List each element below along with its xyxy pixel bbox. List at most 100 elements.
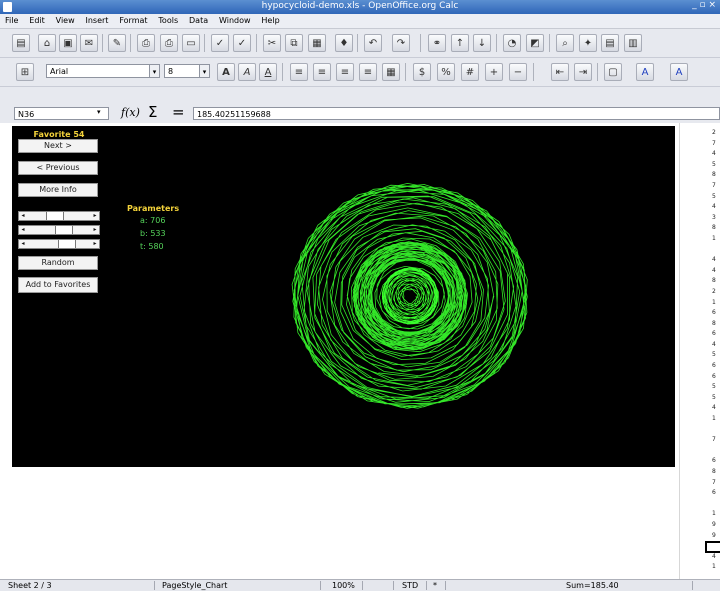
slider-b[interactable]: ◂ ▸	[18, 225, 100, 235]
navigator-icon[interactable]: ✦	[579, 34, 597, 52]
previous-button[interactable]: < Previous	[18, 161, 98, 175]
redo-icon[interactable]: ↷	[392, 34, 410, 52]
autospellcheck-icon[interactable]: ✓	[233, 34, 251, 52]
add-to-favorites-button[interactable]: Add to Favorites	[18, 277, 98, 293]
data-sources-icon[interactable]: ▥	[624, 34, 642, 52]
borders-icon[interactable]: ▢	[604, 63, 622, 81]
cell-value: 6	[712, 457, 716, 465]
merge-cells-icon[interactable]: ▦	[382, 63, 400, 81]
save-icon[interactable]: ▣	[59, 34, 77, 52]
zoom-level[interactable]: 100%	[332, 581, 355, 590]
sort-ascending-icon[interactable]: ↑	[451, 34, 469, 52]
copy-icon[interactable]: ⧉	[285, 34, 303, 52]
new-document-icon[interactable]: ▤	[12, 34, 30, 52]
draw-functions-icon[interactable]: ◩	[526, 34, 544, 52]
scroll-right-icon[interactable]: ▸	[93, 240, 97, 247]
email-icon[interactable]: ✉	[80, 34, 98, 52]
function-icon[interactable]: =	[172, 103, 185, 121]
print-icon[interactable]: ⎙	[160, 34, 178, 52]
name-box[interactable]: N36	[14, 107, 109, 120]
more-info-button[interactable]: More Info	[18, 183, 98, 197]
scroll-right-icon[interactable]: ▸	[93, 226, 97, 233]
cell-value: 6	[712, 362, 716, 370]
menu-tools[interactable]: Tools	[158, 16, 179, 25]
increase-indent-icon[interactable]: ⇥	[574, 63, 592, 81]
underline-icon[interactable]: A	[259, 63, 277, 81]
cell-value: 6	[712, 372, 716, 380]
slider-thumb[interactable]	[54, 226, 73, 234]
percent-icon[interactable]: %	[437, 63, 455, 81]
scroll-left-icon[interactable]: ◂	[21, 226, 25, 233]
background-color-icon[interactable]: A	[636, 63, 654, 81]
undo-icon[interactable]: ↶	[364, 34, 382, 52]
name-box-dropdown-icon[interactable]: ▾	[97, 108, 101, 116]
slider-a[interactable]: ◂ ▸	[18, 211, 100, 221]
cell-value: 7	[712, 139, 716, 147]
menu-edit[interactable]: Edit	[29, 16, 45, 25]
menu-insert[interactable]: Insert	[85, 16, 109, 25]
paste-icon[interactable]: ▦	[308, 34, 326, 52]
cut-icon[interactable]: ✂	[263, 34, 281, 52]
hyperlink-icon[interactable]: ⚭	[428, 34, 446, 52]
currency-icon[interactable]: $	[413, 63, 431, 81]
align-left-icon[interactable]: ≡	[290, 63, 308, 81]
menu-file[interactable]: File	[5, 16, 19, 25]
export-pdf-icon[interactable]: ⎙	[137, 34, 155, 52]
scroll-left-icon[interactable]: ◂	[21, 212, 25, 219]
print-preview-icon[interactable]: ▭	[182, 34, 200, 52]
edit-file-icon[interactable]: ✎	[108, 34, 126, 52]
formatting-toolbar: ⊞ Arial ▾ 8 ▾ A A A ≡ ≡ ≡ ≡ ▦ $ % # + − …	[0, 58, 720, 87]
cell-value: 9	[712, 531, 716, 539]
status-bar: Sheet 2 / 3 PageStyle_Chart 100% STD * S…	[0, 579, 720, 591]
scroll-left-icon[interactable]: ◂	[21, 240, 25, 247]
menu-window[interactable]: Window	[218, 16, 251, 25]
sum-display: Sum=185.40	[566, 581, 619, 590]
font-color-icon[interactable]: A	[670, 63, 688, 81]
cell-value	[712, 446, 720, 457]
chart-icon[interactable]: ◔	[503, 34, 521, 52]
cell-value: 4	[712, 256, 716, 264]
styles-formatting-icon[interactable]: ⊞	[16, 63, 34, 81]
font-name-field[interactable]: Arial	[46, 64, 150, 78]
cell-value: 4	[712, 266, 716, 274]
align-right-icon[interactable]: ≡	[336, 63, 354, 81]
cell-value: 4	[712, 150, 716, 158]
menu-view[interactable]: View	[55, 16, 75, 25]
bold-icon[interactable]: A	[217, 63, 235, 81]
font-size-field[interactable]: 8	[164, 64, 200, 78]
slider-thumb[interactable]	[58, 240, 77, 248]
next-button[interactable]: Next >	[18, 139, 98, 153]
slider-thumb[interactable]	[46, 212, 65, 220]
standard-toolbar: ▤ ⌂ ▣ ✉ ✎ ⎙ ⎙ ▭ ✓ ✓ ✂ ⧉ ▦ ♦ ↶ ↷ ⚭ ↑ ↓ ◔ …	[0, 29, 720, 58]
sort-descending-icon[interactable]: ↓	[473, 34, 491, 52]
active-cell-cursor[interactable]	[705, 541, 720, 553]
find-replace-icon[interactable]: ⌕	[556, 34, 574, 52]
font-name-dropdown-icon[interactable]: ▾	[149, 64, 160, 78]
random-button[interactable]: Random	[18, 256, 98, 270]
menu-help[interactable]: Help	[261, 16, 280, 25]
favorite-label: Favorite 54	[33, 130, 85, 139]
number-format-icon[interactable]: #	[461, 63, 479, 81]
cell-value: 6	[712, 309, 716, 317]
delete-decimal-icon[interactable]: −	[509, 63, 527, 81]
function-wizard-icon[interactable]: f(x)	[121, 106, 140, 119]
gallery-icon[interactable]: ▤	[601, 34, 619, 52]
menu-data[interactable]: Data	[189, 16, 209, 25]
spellcheck-icon[interactable]: ✓	[211, 34, 229, 52]
open-folder-icon[interactable]: ⌂	[38, 34, 56, 52]
add-decimal-icon[interactable]: +	[485, 63, 503, 81]
menu-format[interactable]: Format	[119, 16, 148, 25]
sum-icon[interactable]: Σ	[148, 103, 158, 121]
selection-mode[interactable]: STD	[402, 581, 419, 590]
cell-value: 9	[712, 520, 716, 528]
decrease-indent-icon[interactable]: ⇤	[551, 63, 569, 81]
align-center-icon[interactable]: ≡	[313, 63, 331, 81]
font-size-dropdown-icon[interactable]: ▾	[199, 64, 210, 78]
justify-icon[interactable]: ≡	[359, 63, 377, 81]
scroll-right-icon[interactable]: ▸	[93, 212, 97, 219]
window-controls[interactable]: _ ▫ ×	[692, 0, 716, 10]
italic-icon[interactable]: A	[238, 63, 256, 81]
formula-input[interactable]: 185.40251159688	[193, 107, 720, 120]
slider-t[interactable]: ◂ ▸	[18, 239, 100, 249]
format-paintbrush-icon[interactable]: ♦	[335, 34, 353, 52]
